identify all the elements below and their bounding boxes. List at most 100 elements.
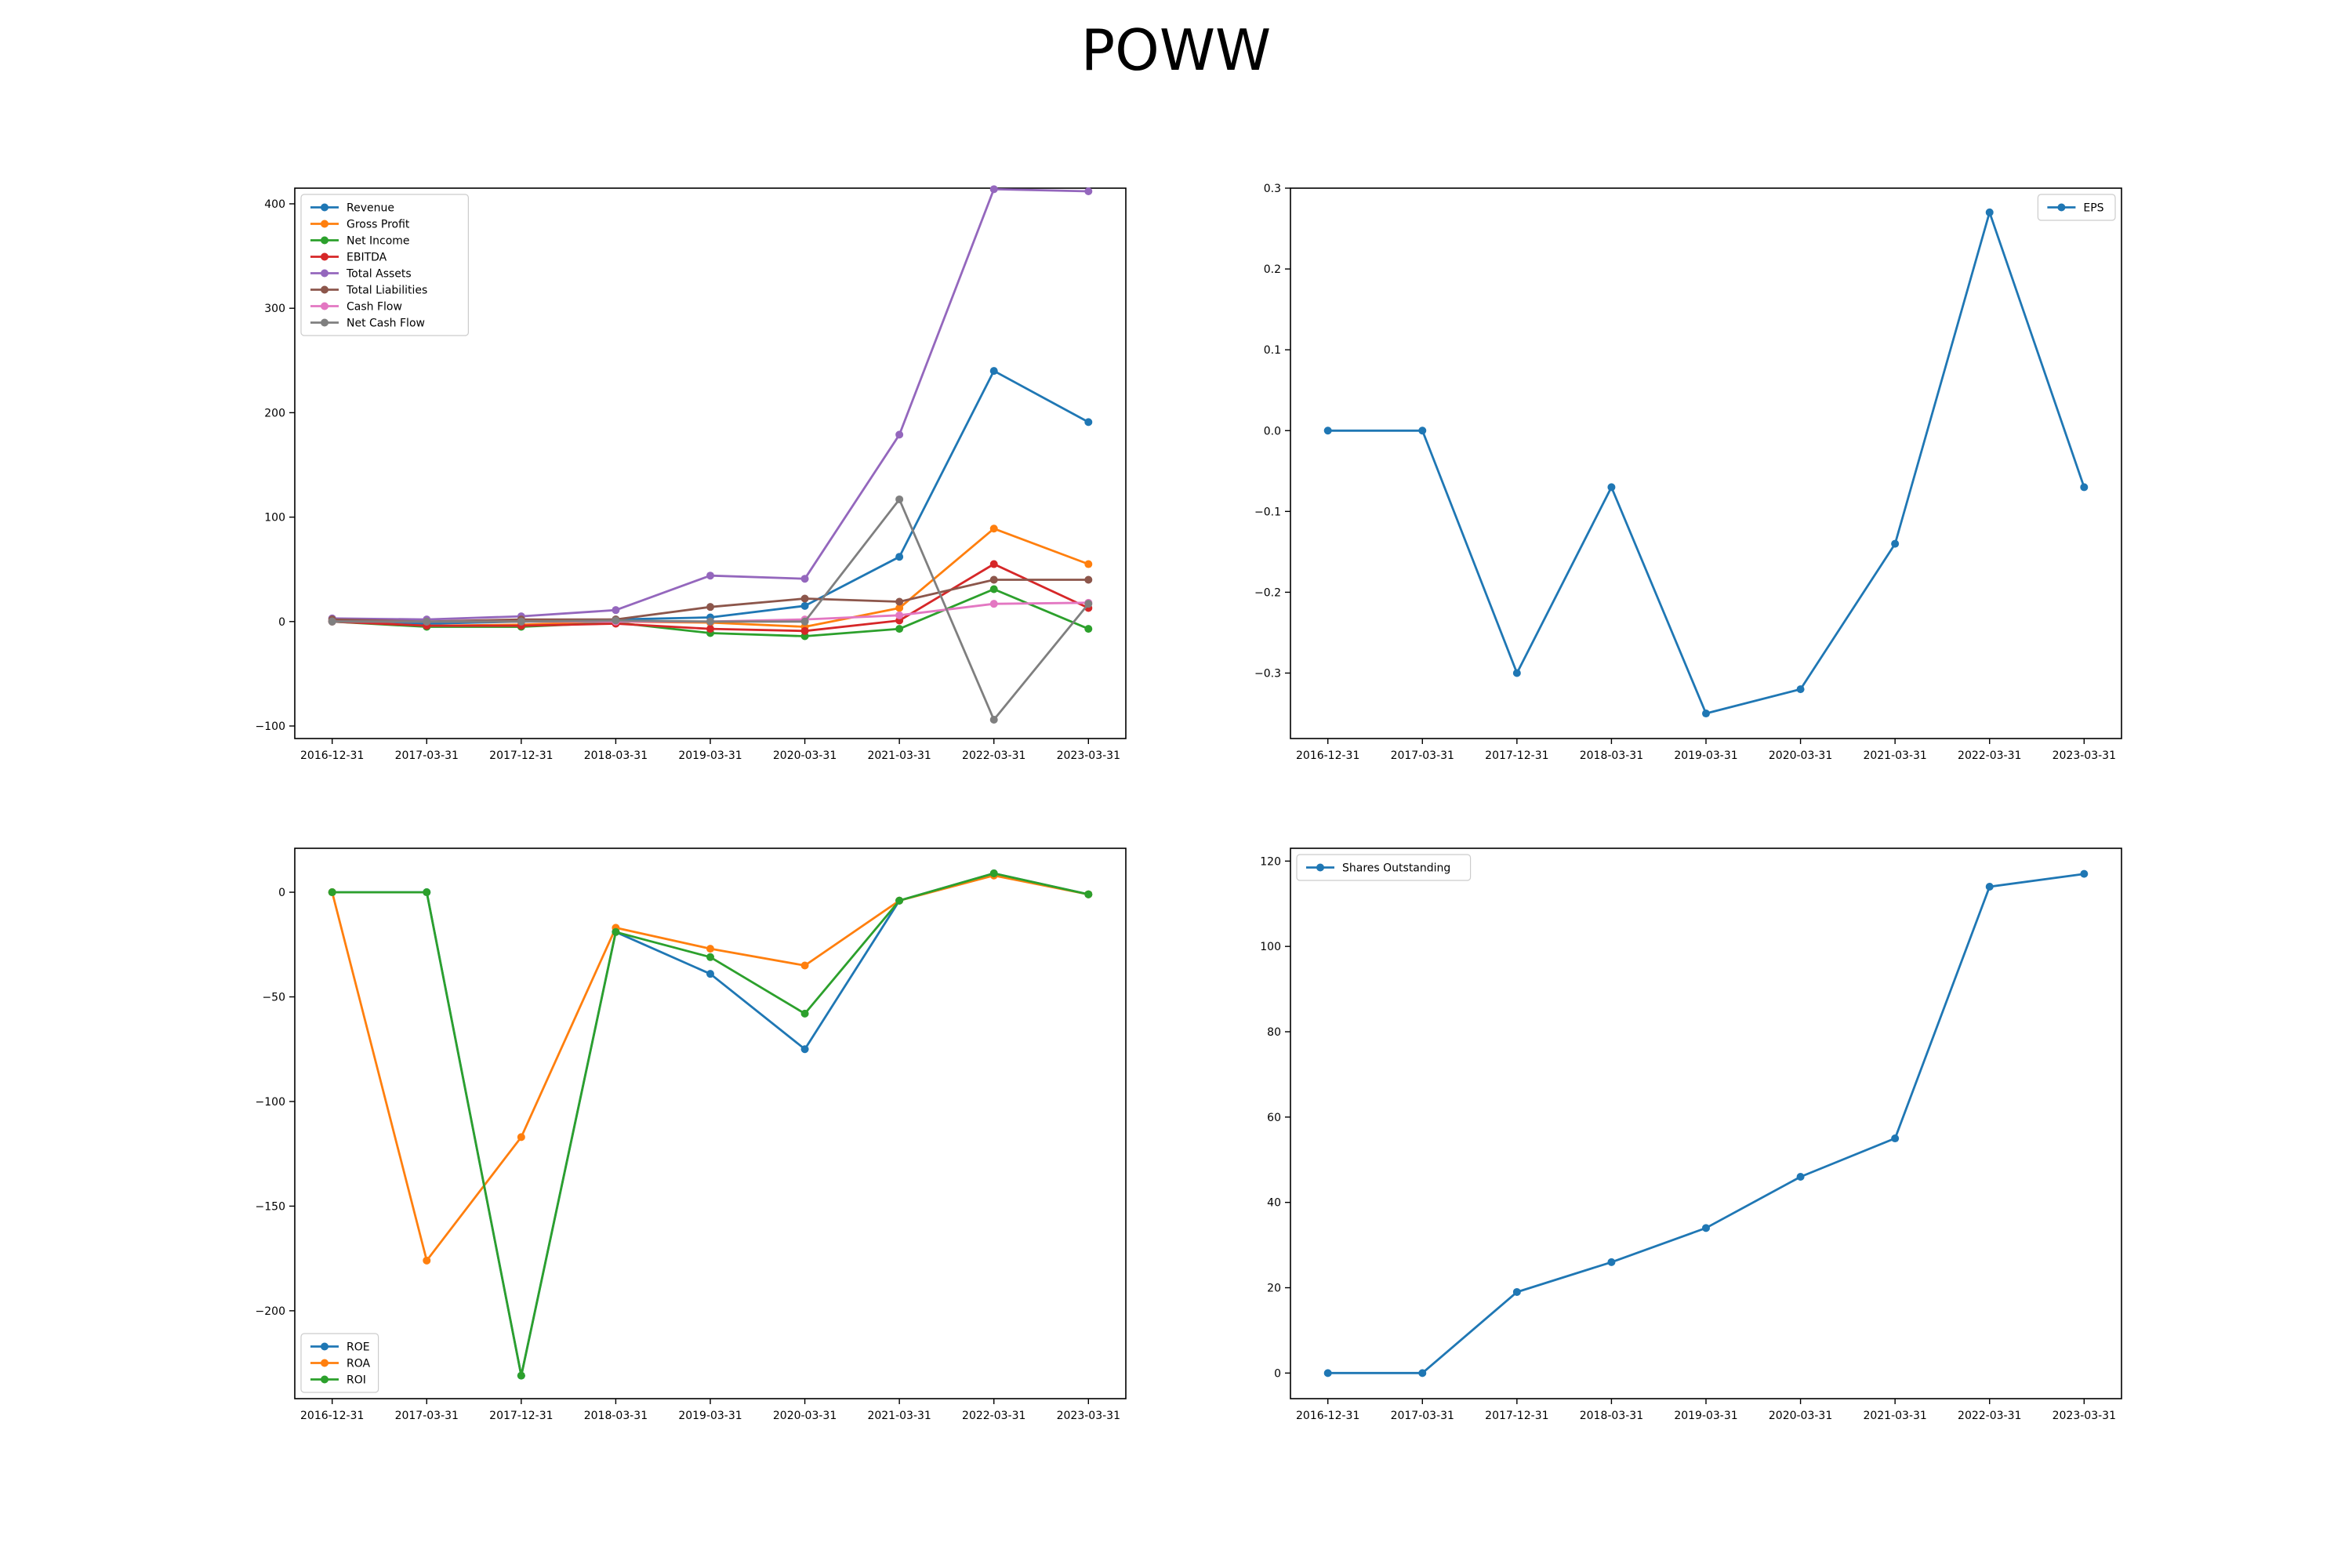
x-tick-label: 2019-03-31 [678,1410,742,1422]
data-point [517,617,525,626]
x-tick-label: 2023-03-31 [1057,750,1120,762]
data-point [1607,1258,1616,1266]
legend-swatch-marker [321,252,328,261]
data-point [989,575,998,584]
legend-swatch-marker [321,285,328,294]
x-tick-label: 2019-03-31 [678,750,742,762]
data-point [612,616,620,625]
legend-label: Total Liabilities [346,285,427,297]
y-tick-label: 40 [1267,1197,1281,1210]
y-tick-label: 20 [1267,1283,1281,1295]
data-point [800,601,809,610]
x-tick-label: 2018-03-31 [584,750,648,762]
x-tick-label: 2016-12-31 [300,1410,364,1422]
data-point [517,1371,525,1380]
legend-swatch-marker [321,236,328,245]
data-point [1702,710,1710,718]
legend-label: ROI [347,1374,366,1387]
legend-swatch-marker [321,1375,328,1384]
data-point [989,524,998,533]
legend-label: Total Assets [346,268,412,281]
legend-swatch-marker [2057,203,2066,212]
series-revenue [328,367,1093,628]
x-tick-label: 2021-03-31 [1863,750,1926,762]
data-point [989,869,998,878]
legend-frame [300,194,469,336]
x-tick-label: 2019-03-31 [1674,750,1737,762]
y-tick-label: 300 [264,303,285,315]
data-point [895,625,904,633]
data-point [706,953,714,961]
data-point [1418,426,1427,435]
data-point [423,888,431,897]
legend-frame [1296,854,1472,881]
financials-chart: 2016-12-31 2017-03-31 2017-12-31 2018-03-31… [256,185,1127,762]
data-point [612,927,620,936]
data-point [328,888,336,897]
data-point [1891,539,1900,548]
y-tick-label: 0 [278,887,285,899]
x-tick-label: 2022-03-31 [1958,750,2021,762]
data-point [706,945,714,953]
legend-label: Net Cash Flow [347,318,425,330]
legend: EPS [2037,194,2116,221]
series-line [331,874,1089,1262]
data-point [895,604,904,612]
data-point [1702,1224,1710,1232]
data-point [989,185,998,194]
x-tick-label: 2017-12-31 [489,1410,553,1422]
x-tick-label: 2017-03-31 [395,750,459,762]
data-point [706,970,714,978]
data-point [1084,560,1093,568]
legend-swatch-marker [321,318,328,327]
data-point [800,1009,809,1018]
data-point [989,585,998,593]
legend-swatch-marker [321,220,328,228]
x-tick-label: 2018-03-31 [584,1410,648,1422]
data-point [895,495,904,503]
data-point [706,625,714,633]
legend-label: Net Income [347,235,410,248]
data-point [706,603,714,612]
data-point [423,617,431,626]
legend-label: ROA [347,1358,371,1370]
legend-swatch-marker [321,269,328,278]
data-point [1084,418,1093,426]
axes-frame [294,848,1127,1399]
x-tick-label: 2022-03-31 [962,1410,1025,1422]
x-tick-label: 2018-03-31 [1580,750,1643,762]
x-tick-label: 2016-12-31 [300,750,364,762]
data-point [1084,187,1093,195]
y-tick-label: 400 [264,198,285,211]
data-point [895,611,904,619]
data-point [1418,1369,1427,1377]
x-tick-label: 2020-03-31 [773,1410,837,1422]
y-tick-label: 0.3 [1264,183,1281,195]
data-point [989,367,998,376]
y-tick-label: 200 [264,407,285,419]
x-tick-label: 2017-03-31 [395,1410,459,1422]
y-tick-label: −0.2 [1254,586,1281,599]
legend-frame [2037,194,2116,221]
y-tick-label: −200 [256,1305,285,1318]
y-tick-label: 100 [264,512,285,524]
legend-label: Gross Profit [347,219,410,231]
data-point [1985,208,1994,216]
data-point [517,1133,525,1142]
x-tick-label: 2023-03-31 [2053,750,2116,762]
data-point [2080,483,2089,492]
data-point [706,617,714,626]
x-tick-label: 2022-03-31 [962,750,1025,762]
x-tick-label: 2016-12-31 [1296,750,1359,762]
legend-label: EBITDA [347,252,387,264]
axes-frame [1290,187,2122,739]
returns-chart: 2016-12-31 2017-03-31 2017-12-31 2018-03-31… [256,848,1127,1422]
data-point [1796,685,1805,694]
x-tick-label: 2021-03-31 [867,1410,931,1422]
data-point [800,626,809,635]
legend-label: ROE [347,1341,370,1354]
y-tick-label: −100 [256,720,285,733]
data-point [1323,1369,1332,1377]
x-tick-label: 2017-12-31 [489,750,553,762]
